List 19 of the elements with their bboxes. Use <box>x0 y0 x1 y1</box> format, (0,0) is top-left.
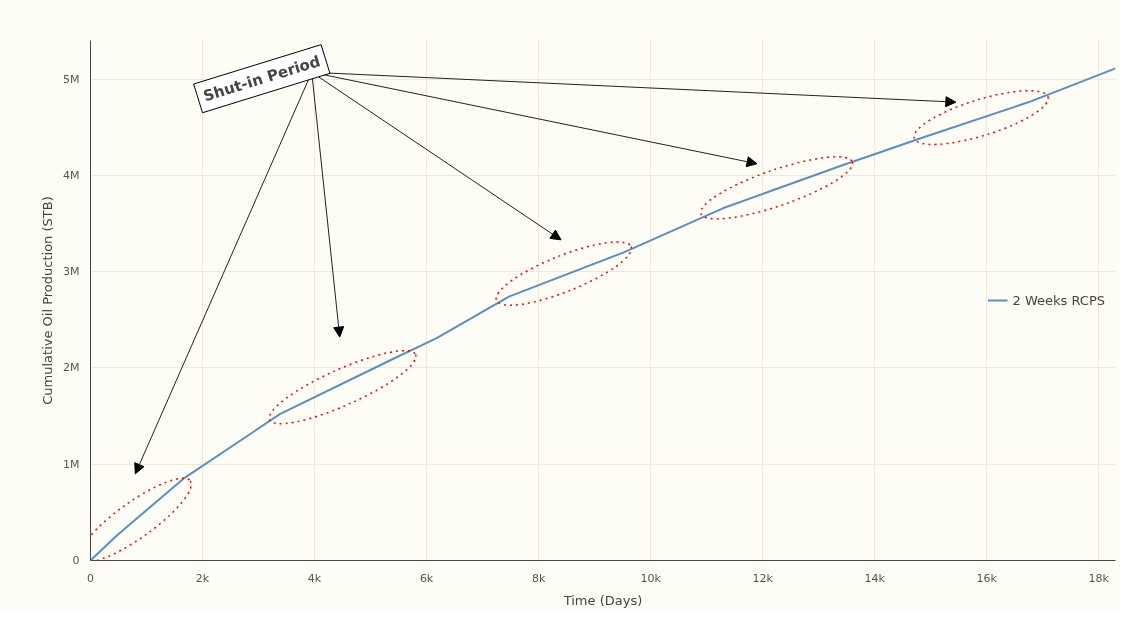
x-tick-label: 6k <box>419 571 434 585</box>
y-tick-label: 1M <box>63 457 80 471</box>
legend-label: 2 Weeks RCPS <box>1012 292 1105 308</box>
y-tick-label: 5M <box>63 72 80 86</box>
x-tick-label: 14k <box>864 571 886 585</box>
x-tick-label: 2k <box>195 571 210 585</box>
x-tick-label: 18k <box>1088 571 1110 585</box>
y-tick-label: 0 <box>72 554 80 567</box>
x-tick-label: 0 <box>87 571 94 585</box>
y-tick-label: 4M <box>63 168 80 182</box>
y-axis-title: Cumulative Oil Production (STB) <box>40 196 56 405</box>
x-tick-label: 4k <box>307 571 322 585</box>
x-axis-title: Time (Days) <box>562 592 643 608</box>
x-tick-label: 16k <box>976 571 998 585</box>
x-tick-label: 12k <box>752 571 774 585</box>
x-tick-label: 10k <box>640 571 662 585</box>
y-tick-label: 3M <box>63 265 80 279</box>
y-tick-label: 2M <box>63 361 80 375</box>
x-tick-label: 8k <box>531 571 546 585</box>
